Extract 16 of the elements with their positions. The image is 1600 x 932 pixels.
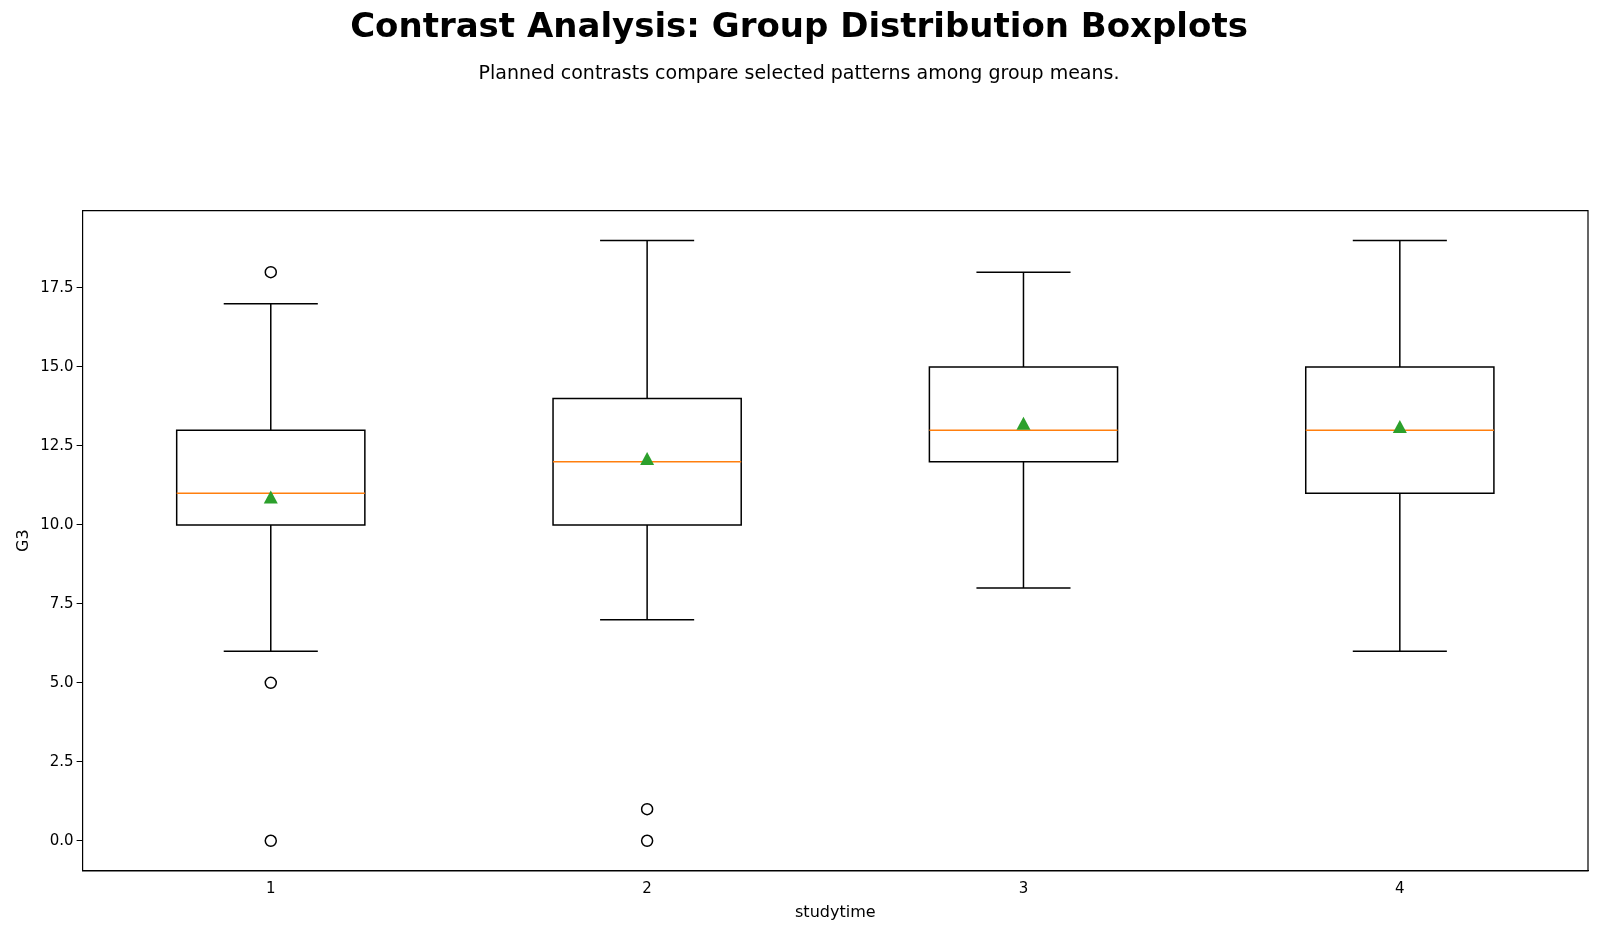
y-tick-label: 10.0: [40, 514, 74, 533]
x-axis-title: studytime: [795, 901, 876, 921]
x-tick-label: 3: [1018, 878, 1029, 897]
x-tick-label: 4: [1395, 878, 1405, 897]
chart-title: Contrast Analysis: Group Distribution Boxplots: [350, 5, 1248, 46]
chart-subtitle: Planned contrasts compare selected patterns among group means.: [478, 61, 1120, 84]
y-tick-label: 17.5: [40, 277, 74, 296]
y-axis-title: G3: [12, 529, 32, 552]
x-tick-label: 1: [266, 878, 276, 897]
y-tick-label: 15.0: [40, 356, 74, 375]
x-tick-label: 2: [642, 878, 652, 897]
y-tick-label: 12.5: [40, 435, 74, 454]
y-tick-label: 7.5: [49, 593, 74, 612]
y-tick-label: 0.0: [49, 830, 74, 849]
y-tick-label: 5.0: [49, 672, 74, 691]
y-tick-label: 2.5: [49, 751, 74, 770]
